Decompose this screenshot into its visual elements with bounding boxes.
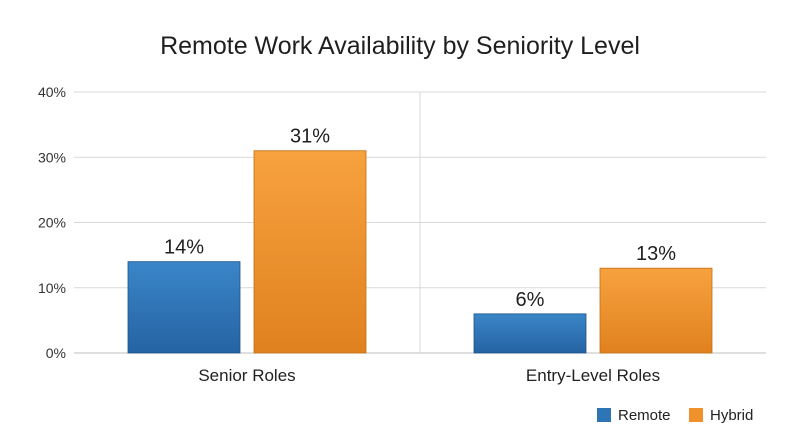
legend-label-remote: Remote bbox=[618, 407, 671, 424]
data-label-hybrid: 13% bbox=[636, 243, 676, 265]
y-tick-label: 40% bbox=[38, 84, 66, 100]
y-tick-label: 0% bbox=[46, 345, 66, 361]
y-tick-label: 30% bbox=[38, 149, 66, 165]
bar-remote-1 bbox=[473, 313, 587, 354]
x-category-label: Entry-Level Roles bbox=[526, 366, 660, 385]
legend-swatch-remote bbox=[597, 408, 611, 422]
x-axis: Senior Roles Entry-Level Roles bbox=[198, 366, 660, 385]
bar-hybrid-0 bbox=[253, 150, 367, 354]
chart-title: Remote Work Availability by Seniority Le… bbox=[160, 32, 640, 60]
data-label-remote: 6% bbox=[516, 289, 545, 311]
bar-remote-0 bbox=[127, 261, 241, 354]
legend-label-hybrid: Hybrid bbox=[710, 407, 753, 424]
y-axis: 0% 10% 20% 30% 40% bbox=[38, 84, 66, 361]
legend-swatch-hybrid bbox=[689, 408, 703, 422]
y-tick-label: 10% bbox=[38, 280, 66, 296]
data-label-hybrid: 31% bbox=[290, 126, 330, 148]
legend: Remote Hybrid bbox=[597, 407, 753, 424]
y-tick-label: 20% bbox=[38, 215, 66, 231]
x-category-label: Senior Roles bbox=[198, 366, 295, 385]
data-label-remote: 14% bbox=[164, 237, 204, 259]
bar-hybrid-1 bbox=[599, 267, 713, 354]
data-labels: 14% 31% 6% 13% bbox=[164, 126, 676, 311]
bars bbox=[127, 150, 713, 354]
